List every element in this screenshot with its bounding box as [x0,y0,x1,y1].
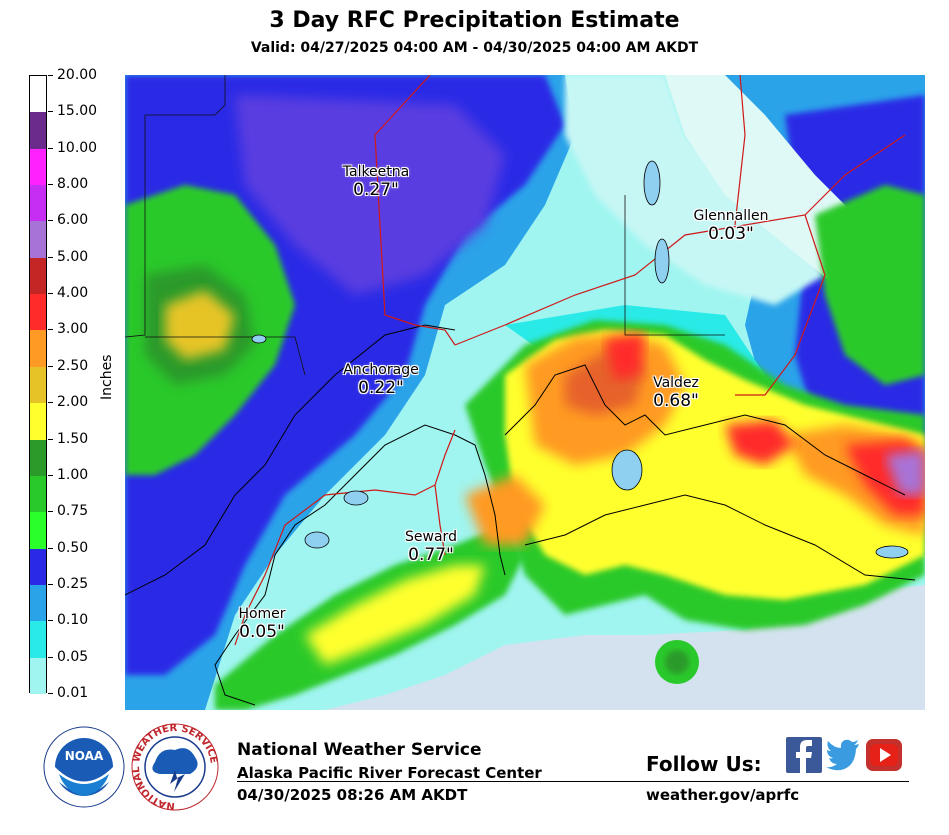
city-name: Glennallen [693,208,769,224]
legend-tick [48,75,53,76]
legend-swatch [30,112,46,150]
legend-tick [48,693,53,694]
legend-tick [48,293,53,295]
coastline [125,324,916,706]
legend-swatch [30,221,46,259]
noaa-logo-text: NOAA [65,749,104,763]
legend-label: 0.10 [57,612,89,629]
legend-tick [48,402,53,404]
roads [234,75,906,646]
legend-label: 1.50 [57,430,89,447]
legend-label: 5.00 [57,248,89,265]
legend-swatch [30,76,46,113]
legend-swatch [30,330,46,368]
nws-logo[interactable]: NATIONAL WEATHER SERVICE [130,722,220,812]
city-label-homer: Homer 0.05" [228,606,296,642]
page-title: 3 Day RFC Precipitation Estimate [269,8,680,33]
legend-label: 0.05 [57,648,89,665]
legend-colorbar [29,75,47,695]
legend-label: 20.00 [57,67,98,83]
legend-tick [48,111,53,113]
legend-tick [48,438,53,440]
legend-label: 0.01 [57,685,89,701]
facebook-icon[interactable] [786,737,822,773]
legend-label: 3.00 [57,321,89,338]
legend-label: 1.00 [57,466,89,483]
legend-label: 6.00 [57,212,89,229]
legend-label: 2.50 [57,357,89,374]
legend-swatch [30,475,46,513]
legend-tick [48,656,53,658]
legend-swatch [30,294,46,331]
city-name: Anchorage [343,362,419,378]
legend-tick [48,511,53,513]
precipitation-map[interactable] [125,75,925,710]
city-name: Valdez [653,375,699,391]
city-label-glennallen: Glennallen 0.03" [681,208,781,244]
legend-label: 4.00 [57,285,89,302]
legend-swatch [30,403,46,441]
lakes [251,160,909,559]
footer-divider [237,781,909,782]
legend-swatch [30,366,46,404]
noaa-logo[interactable]: NOAA [43,726,125,808]
city-name: Homer [238,606,286,622]
legend-swatch [30,584,46,622]
city-label-talkeetna: Talkeetna 0.27" [331,164,421,200]
valid-period: Valid: 04/27/2025 04:00 AM - 04/30/2025 … [250,40,699,56]
legend-tick [48,147,53,149]
legend-swatch [30,548,46,586]
city-label-seward: Seward 0.77" [393,529,469,565]
city-value: 0.05" [239,622,285,642]
youtube-icon[interactable] [866,737,902,773]
city-value: 0.03" [708,224,754,244]
legend-label: 0.50 [57,539,89,556]
city-value: 0.77" [408,545,454,565]
legend-tick [48,547,53,549]
legend-swatch [30,657,46,695]
legend-label: 0.25 [57,575,89,592]
legend-tick [48,620,53,622]
legend-tick [48,256,53,258]
legend-tick [48,220,53,222]
city-label-valdez: Valdez 0.68" [641,375,711,411]
city-label-anchorage: Anchorage 0.22" [333,362,429,398]
footer-org: National Weather Service [237,740,482,760]
footer-url[interactable]: weather.gov/aprfc [646,786,800,804]
city-value: 0.27" [353,180,399,200]
legend-tick [48,184,53,186]
legend-tick [48,365,53,367]
legend-swatch [30,621,46,659]
city-name: Talkeetna [342,164,410,180]
legend-swatch [30,148,46,186]
city-name: Seward [405,529,457,545]
boundaries [125,75,725,376]
legend-tick [48,583,53,585]
precip-shading [125,75,925,710]
legend-label: 15.00 [57,103,98,120]
legend-swatch [30,439,46,477]
legend-swatch [30,185,46,222]
legend-swatch [30,257,46,295]
legend-label: 10.00 [57,139,98,156]
twitter-icon[interactable] [825,737,861,773]
legend-swatch [30,512,46,550]
legend-label: 0.75 [57,503,89,520]
legend-label: 8.00 [57,176,89,193]
city-value: 0.68" [653,391,699,411]
footer-timestamp: 04/30/2025 08:26 AM AKDT [237,786,468,804]
footer-center: Alaska Pacific River Forecast Center [237,764,542,782]
legend-units: Inches [99,354,115,400]
legend-label: 2.00 [57,394,89,411]
legend-tick [48,474,53,476]
city-value: 0.22" [358,378,404,398]
follow-us-label: Follow Us: [646,752,762,776]
legend-tick [48,329,53,331]
